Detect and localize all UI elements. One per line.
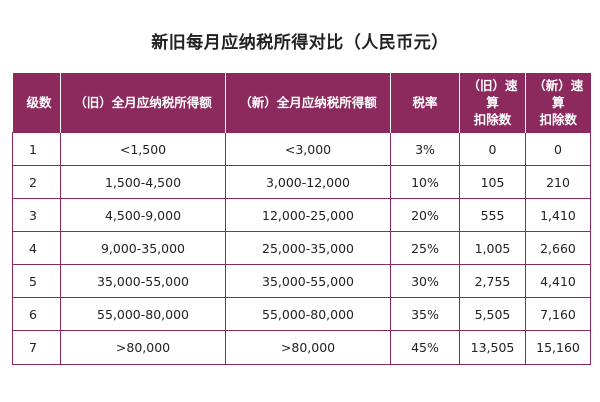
table-row: 4 9,000-35,000 25,000-35,000 25% 1,005 2… [12,231,591,265]
cell-rate: 45% [390,330,460,365]
cell-level: 2 [12,165,61,199]
header-old-deduction-line1: （旧）速算 [467,78,518,110]
cell-rate: 10% [390,165,460,199]
header-old-deduction: （旧）速算 扣除数 [459,73,526,133]
table-row: 3 4,500-9,000 12,000-25,000 20% 555 1,41… [12,198,591,232]
table-row: 2 1,500-4,500 3,000-12,000 10% 105 210 [12,165,591,199]
cell-new-deduction: 210 [525,165,591,199]
header-new-income: （新）全月应纳税所得额 [225,73,391,133]
cell-rate: 20% [390,198,460,232]
cell-new-deduction: 2,660 [525,231,591,265]
header-old-income: （旧）全月应纳税所得额 [60,73,226,133]
cell-old-deduction: 2,755 [459,264,526,298]
header-new-deduction-line1: （新）速算 [533,78,584,110]
cell-level: 4 [12,231,61,265]
table-header-row: 级数 （旧）全月应纳税所得额 （新）全月应纳税所得额 税率 （旧）速算 扣除数 … [12,73,591,133]
page-title: 新旧每月应纳税所得对比（人民币元） [151,33,449,53]
cell-new-income: 35,000-55,000 [225,264,391,298]
cell-old-income: 4,500-9,000 [60,198,226,232]
header-rate: 税率 [390,73,460,133]
cell-old-income: 55,000-80,000 [60,297,226,331]
table-row: 6 55,000-80,000 55,000-80,000 35% 5,505 … [12,297,591,331]
table-row: 1 <1,500 <3,000 3% 0 0 [12,132,591,166]
cell-new-deduction: 0 [525,132,591,166]
cell-old-income: <1,500 [60,132,226,166]
cell-new-deduction: 4,410 [525,264,591,298]
cell-new-deduction: 15,160 [525,330,591,365]
cell-old-income: >80,000 [60,330,226,365]
cell-old-deduction: 555 [459,198,526,232]
cell-rate: 3% [390,132,460,166]
cell-level: 1 [12,132,61,166]
cell-level: 3 [12,198,61,232]
cell-new-income: 55,000-80,000 [225,297,391,331]
cell-old-deduction: 105 [459,165,526,199]
cell-new-deduction: 1,410 [525,198,591,232]
cell-old-income: 1,500-4,500 [60,165,226,199]
cell-old-deduction: 5,505 [459,297,526,331]
table-row: 7 >80,000 >80,000 45% 13,505 15,160 [12,330,591,365]
header-old-deduction-line2: 扣除数 [473,112,512,127]
cell-level: 7 [12,330,61,365]
cell-level: 6 [12,297,61,331]
cell-level: 5 [12,264,61,298]
table-row: 5 35,000-55,000 35,000-55,000 30% 2,755 … [12,264,591,298]
cell-new-income: <3,000 [225,132,391,166]
cell-rate: 30% [390,264,460,298]
header-new-deduction: （新）速算 扣除数 [525,73,591,133]
cell-new-income: 12,000-25,000 [225,198,391,232]
cell-rate: 25% [390,231,460,265]
header-level: 级数 [12,73,61,133]
cell-old-income: 9,000-35,000 [60,231,226,265]
header-new-deduction-line2: 扣除数 [539,112,577,127]
cell-old-deduction: 13,505 [459,330,526,365]
cell-new-income: >80,000 [225,330,391,365]
cell-new-income: 3,000-12,000 [225,165,391,199]
cell-old-income: 35,000-55,000 [60,264,226,298]
cell-old-deduction: 0 [459,132,526,166]
cell-new-income: 25,000-35,000 [225,231,391,265]
cell-new-deduction: 7,160 [525,297,591,331]
cell-old-deduction: 1,005 [459,231,526,265]
cell-rate: 35% [390,297,460,331]
tax-comparison-table: 级数 （旧）全月应纳税所得额 （新）全月应纳税所得额 税率 （旧）速算 扣除数 … [12,73,591,365]
